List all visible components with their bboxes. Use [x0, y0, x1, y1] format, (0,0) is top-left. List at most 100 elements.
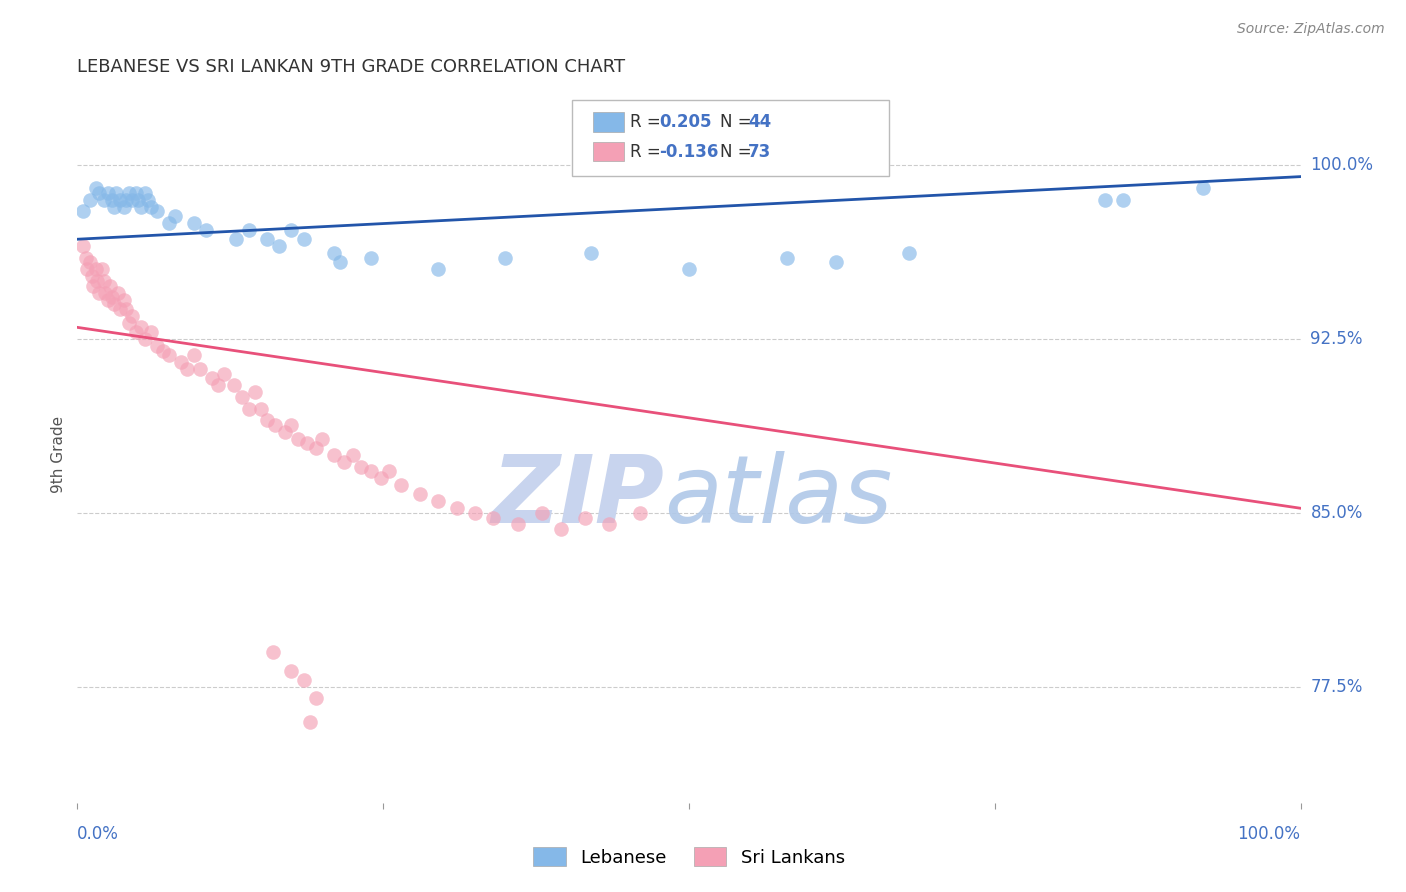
- Text: N =: N =: [720, 113, 756, 131]
- Text: 73: 73: [748, 143, 772, 161]
- Point: [427, 494, 450, 508]
- Point: [98, 278, 121, 293]
- Point: [222, 378, 245, 392]
- Point: [342, 448, 364, 462]
- Point: [207, 378, 229, 392]
- Point: [127, 193, 149, 207]
- Point: [238, 401, 260, 416]
- Point: [292, 232, 315, 246]
- Point: [243, 385, 266, 400]
- Point: [97, 293, 120, 307]
- Point: [678, 807, 700, 822]
- Point: [333, 455, 356, 469]
- Point: [292, 673, 315, 687]
- Text: -0.136: -0.136: [659, 143, 718, 161]
- Point: [93, 193, 115, 207]
- Point: [678, 262, 700, 277]
- Text: 92.5%: 92.5%: [1310, 330, 1362, 348]
- Point: [134, 186, 156, 200]
- Point: [72, 239, 94, 253]
- Point: [121, 193, 143, 207]
- Point: [329, 255, 352, 269]
- Point: [1094, 193, 1116, 207]
- Point: [311, 432, 333, 446]
- Point: [157, 348, 180, 362]
- Point: [298, 714, 321, 729]
- Point: [378, 464, 401, 478]
- Point: [146, 204, 169, 219]
- Point: [80, 269, 103, 284]
- Point: [1191, 181, 1213, 195]
- Point: [323, 448, 346, 462]
- Point: [269, 239, 291, 253]
- Point: [103, 297, 125, 311]
- Point: [531, 506, 554, 520]
- Text: 0.0%: 0.0%: [77, 825, 120, 843]
- Point: [136, 193, 159, 207]
- Point: [121, 309, 143, 323]
- Text: N =: N =: [720, 143, 756, 161]
- Point: [256, 232, 278, 246]
- Point: [550, 522, 572, 536]
- Point: [628, 506, 651, 520]
- Point: [115, 193, 138, 207]
- Point: [238, 223, 260, 237]
- Point: [264, 417, 287, 432]
- Point: [427, 262, 450, 277]
- Legend: Lebanese, Sri Lankans: Lebanese, Sri Lankans: [526, 840, 852, 874]
- Point: [274, 425, 297, 439]
- Point: [112, 293, 135, 307]
- Point: [100, 193, 122, 207]
- Point: [280, 223, 302, 237]
- Point: [262, 645, 284, 659]
- Point: [256, 413, 278, 427]
- Point: [188, 362, 211, 376]
- Point: [105, 186, 128, 200]
- Point: [93, 274, 115, 288]
- Text: 44: 44: [748, 113, 772, 131]
- Text: ZIP: ZIP: [492, 450, 665, 542]
- Text: LEBANESE VS SRI LANKAN 9TH GRADE CORRELATION CHART: LEBANESE VS SRI LANKAN 9TH GRADE CORRELA…: [77, 58, 626, 76]
- Point: [157, 216, 180, 230]
- Point: [139, 325, 162, 339]
- Point: [1112, 193, 1135, 207]
- Point: [280, 664, 302, 678]
- Point: [183, 216, 205, 230]
- Point: [100, 290, 122, 304]
- Point: [90, 262, 112, 277]
- Point: [280, 417, 302, 432]
- Point: [118, 186, 141, 200]
- Point: [129, 200, 152, 214]
- Text: R =: R =: [630, 143, 666, 161]
- Point: [84, 181, 107, 195]
- Point: [176, 362, 198, 376]
- Point: [370, 471, 392, 485]
- Point: [94, 285, 117, 300]
- Text: 85.0%: 85.0%: [1310, 504, 1362, 522]
- Point: [103, 200, 125, 214]
- Point: [201, 371, 224, 385]
- Point: [108, 193, 131, 207]
- Point: [579, 246, 602, 260]
- Point: [898, 246, 921, 260]
- Point: [134, 332, 156, 346]
- Point: [250, 401, 273, 416]
- Point: [75, 251, 97, 265]
- Point: [464, 506, 486, 520]
- Point: [152, 343, 174, 358]
- Point: [72, 204, 94, 219]
- Point: [165, 209, 187, 223]
- Text: Source: ZipAtlas.com: Source: ZipAtlas.com: [1237, 22, 1385, 37]
- Point: [170, 355, 193, 369]
- Point: [323, 246, 346, 260]
- Point: [97, 186, 120, 200]
- Point: [212, 367, 235, 381]
- Point: [82, 278, 104, 293]
- Point: [495, 251, 517, 265]
- Point: [129, 320, 152, 334]
- Point: [446, 501, 468, 516]
- Point: [297, 436, 319, 450]
- Point: [305, 441, 328, 455]
- Point: [391, 478, 413, 492]
- Point: [146, 339, 169, 353]
